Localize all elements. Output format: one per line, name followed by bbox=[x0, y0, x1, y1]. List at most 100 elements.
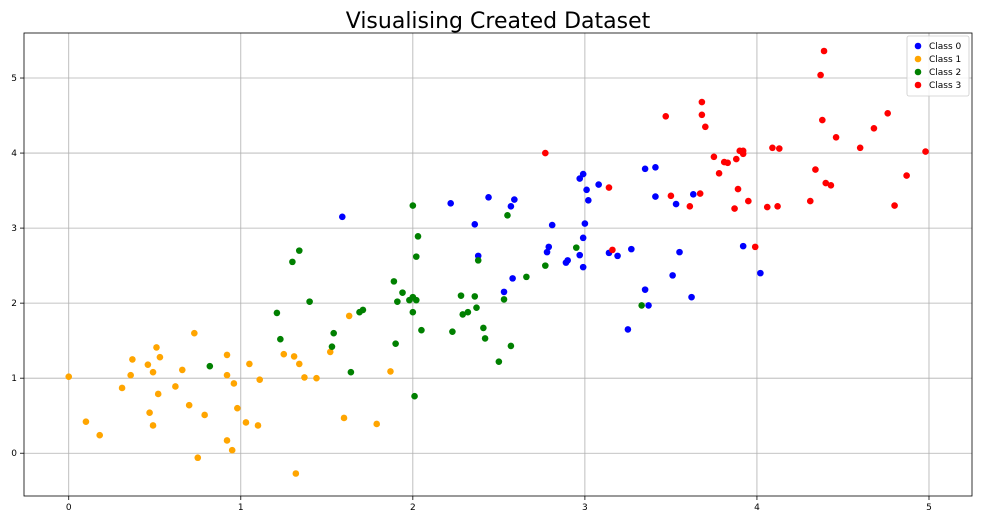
class-2-point bbox=[359, 306, 367, 314]
class-3-point bbox=[724, 159, 731, 167]
class-1-point bbox=[82, 418, 90, 426]
class-3-point bbox=[605, 184, 613, 191]
class-3-point bbox=[732, 155, 740, 163]
class-3-point bbox=[817, 71, 824, 79]
x-tick-label: 3 bbox=[582, 503, 588, 513]
class-2-point bbox=[523, 273, 530, 281]
y-tick-label: 5 bbox=[11, 74, 17, 84]
class-3-point bbox=[763, 203, 771, 211]
class-3-point bbox=[884, 109, 891, 117]
class-1-point bbox=[301, 374, 308, 381]
class-0-point bbox=[447, 200, 454, 207]
class-3-point bbox=[832, 134, 840, 141]
class-2-point bbox=[480, 324, 487, 332]
class-1-point bbox=[223, 371, 231, 379]
class-3-point bbox=[734, 185, 742, 193]
class-0-point bbox=[338, 213, 346, 221]
class-2-point bbox=[414, 233, 422, 240]
class-1-point bbox=[156, 353, 164, 361]
x-tick-label: 2 bbox=[410, 503, 416, 513]
legend-label-class-0: Class 0 bbox=[929, 42, 962, 52]
class-0-point bbox=[581, 220, 589, 227]
class-2-point bbox=[464, 308, 472, 316]
x-tick-label: 4 bbox=[754, 503, 760, 513]
class-1-point bbox=[387, 368, 394, 375]
class-2-point bbox=[572, 244, 580, 251]
class-2-point bbox=[328, 343, 336, 350]
class-2-point bbox=[206, 362, 214, 370]
class-3-point bbox=[812, 166, 819, 173]
class-1-point bbox=[290, 353, 298, 360]
class-3-point bbox=[769, 144, 776, 152]
class-1-point bbox=[154, 390, 162, 398]
class-3-point bbox=[542, 149, 549, 157]
class-3-point bbox=[751, 243, 759, 251]
class-0-point bbox=[689, 191, 697, 198]
class-3-point bbox=[806, 197, 814, 205]
legend-marker-class-2 bbox=[914, 68, 922, 76]
class-0-point bbox=[564, 257, 571, 264]
class-3-point bbox=[776, 145, 783, 152]
class-2-point bbox=[394, 298, 401, 305]
class-2-point bbox=[507, 342, 515, 350]
class-2-point bbox=[412, 253, 420, 260]
class-3-point bbox=[820, 47, 828, 55]
class-2-point bbox=[457, 292, 465, 299]
class-2-point bbox=[412, 296, 420, 304]
class-3-point bbox=[903, 172, 910, 179]
legend-marker-class-1 bbox=[914, 55, 922, 63]
class-3-point bbox=[662, 112, 670, 120]
class-1-point bbox=[280, 350, 288, 358]
class-1-point bbox=[242, 419, 250, 426]
class-3-point bbox=[822, 179, 830, 187]
class-2-point bbox=[471, 293, 479, 300]
class-0-point bbox=[614, 252, 621, 260]
class-1-point bbox=[96, 431, 104, 439]
class-3-point bbox=[698, 111, 706, 119]
class-2-point bbox=[418, 326, 425, 334]
class-2-point bbox=[347, 368, 355, 376]
y-tick-label: 2 bbox=[11, 299, 17, 309]
class-1-point bbox=[191, 329, 198, 337]
class-2-point bbox=[495, 358, 503, 365]
class-1-point bbox=[256, 376, 264, 383]
class-3-point bbox=[686, 203, 694, 210]
class-3-point bbox=[739, 147, 747, 155]
class-2-point bbox=[295, 247, 303, 254]
class-0-point bbox=[545, 243, 553, 251]
class-1-point bbox=[149, 368, 157, 376]
class-0-point bbox=[585, 197, 592, 204]
class-0-point bbox=[583, 186, 590, 194]
class-0-point bbox=[579, 234, 587, 242]
class-0-point bbox=[676, 248, 683, 256]
class-2-point bbox=[306, 298, 313, 305]
class-1-point bbox=[373, 420, 381, 428]
class-3-point bbox=[667, 192, 675, 200]
class-2-point bbox=[481, 335, 489, 342]
class-0-point bbox=[757, 269, 764, 277]
class-0-point bbox=[579, 170, 587, 178]
class-2-point bbox=[500, 296, 508, 303]
grid bbox=[24, 33, 972, 496]
class-1-point bbox=[223, 351, 231, 359]
class-3-point bbox=[702, 123, 709, 131]
class-3-point bbox=[731, 205, 738, 212]
class-1-point bbox=[230, 380, 238, 387]
class-1-point bbox=[118, 384, 126, 392]
class-2-point bbox=[504, 212, 511, 219]
legend: Class 0 Class 1 Class 2 Class 3 bbox=[906, 35, 970, 97]
class-1-point bbox=[345, 312, 353, 320]
class-0-point bbox=[595, 181, 602, 188]
class-2-point bbox=[473, 304, 480, 311]
class-1-point bbox=[292, 470, 300, 477]
class-0-point bbox=[624, 326, 632, 333]
class-0-point bbox=[485, 194, 492, 201]
class-3-point bbox=[715, 170, 723, 177]
class-2-point bbox=[390, 278, 398, 285]
class-2-point bbox=[392, 340, 399, 347]
legend-marker-class-3 bbox=[914, 81, 922, 89]
class-0-point bbox=[511, 196, 518, 203]
class-2-point bbox=[459, 311, 467, 318]
class-1-point bbox=[340, 414, 348, 422]
